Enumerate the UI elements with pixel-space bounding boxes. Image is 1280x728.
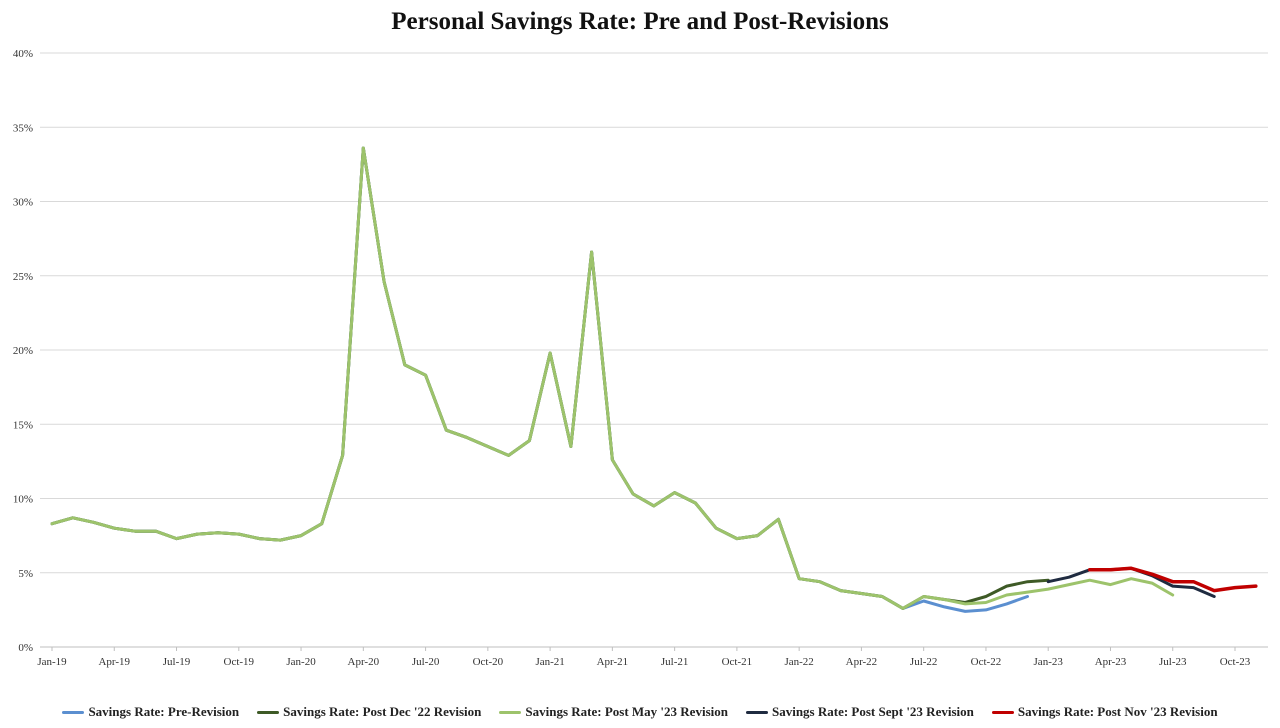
legend-label: Savings Rate: Post May '23 Revision <box>525 704 728 719</box>
x-tick-label: Oct-23 <box>1220 656 1251 668</box>
series-layer <box>50 146 1258 613</box>
legend-item: Savings Rate: Post May '23 Revision <box>499 703 728 721</box>
x-tick-label: Oct-22 <box>971 656 1002 668</box>
y-tick-label: 0% <box>18 642 33 654</box>
legend-swatch <box>991 710 1014 714</box>
legend-label: Savings Rate: Post Nov '23 Revision <box>1017 704 1218 719</box>
x-tick-label: Apr-19 <box>98 656 130 668</box>
x-tick-label: Jul-22 <box>910 656 938 668</box>
x-tick-label: Jul-20 <box>412 656 440 668</box>
legend-label: Savings Rate: Post Sept '23 Revision <box>771 704 974 719</box>
x-tick-label: Apr-23 <box>1095 656 1127 668</box>
y-tick-label: 35% <box>13 122 33 134</box>
x-tick-label: Jul-23 <box>1159 656 1187 668</box>
x-tick-label: Oct-20 <box>473 656 504 668</box>
legend-swatch <box>62 710 85 714</box>
x-tick-label: Oct-21 <box>722 656 753 668</box>
x-tick-label: Jan-21 <box>535 656 564 668</box>
y-tick-label: 25% <box>13 271 33 283</box>
x-tick-label: Jan-19 <box>37 656 67 668</box>
x-tick-label: Apr-21 <box>597 656 629 668</box>
legend-item: Savings Rate: Pre-Revision <box>62 703 239 721</box>
y-tick-label: 30% <box>13 197 33 209</box>
legend-item: Savings Rate: Post Dec '22 Revision <box>257 703 481 721</box>
x-tick-label: Jul-19 <box>163 656 191 668</box>
y-tick-label: 10% <box>13 494 33 506</box>
x-tick-label: Jan-20 <box>286 656 316 668</box>
y-tick-label: 5% <box>18 568 33 580</box>
series-line-1 <box>50 146 1029 613</box>
y-tick-label: 15% <box>13 419 33 431</box>
y-tick-label: 20% <box>13 345 33 357</box>
legend-swatch <box>745 710 768 714</box>
gridlines <box>40 52 1268 648</box>
x-axis: Jan-19 Apr-19 Jul-19 Oct-19 Jan-20 Apr-20 Jul-… <box>37 646 1268 668</box>
legend-swatch <box>257 710 280 714</box>
x-tick-label: Apr-20 <box>348 656 380 668</box>
legend-label: Savings Rate: Pre-Revision <box>88 704 240 719</box>
legend-swatch <box>499 710 522 714</box>
legend-item: Savings Rate: Post Sept '23 Revision <box>745 703 974 721</box>
y-axis: 0% 5% 10% 15% 20% 25% 30% 35% 40% <box>13 48 33 654</box>
x-tick-label: Jan-22 <box>784 656 813 668</box>
series-line-3 <box>50 146 1175 610</box>
series-line-5 <box>1087 566 1258 593</box>
y-tick-label: 40% <box>13 48 33 60</box>
legend-item: Savings Rate: Post Nov '23 Revision <box>991 703 1218 721</box>
x-tick-label: Jul-21 <box>661 656 689 668</box>
chart-title: Personal Savings Rate: Pre and Post-Revi… <box>391 8 889 35</box>
legend-label: Savings Rate: Post Dec '22 Revision <box>283 704 482 719</box>
x-tick-label: Oct-19 <box>224 656 255 668</box>
series-line-2 <box>50 146 1050 610</box>
chart-legend: Savings Rate: Pre-Revision Savings Rate: … <box>0 703 1280 721</box>
line-chart: 0% 5% 10% 15% 20% 25% 30% 35% 40% Jan-19 Apr-19 Ju… <box>13 48 1268 668</box>
x-tick-label: Apr-22 <box>846 656 878 668</box>
x-tick-label: Jan-23 <box>1034 656 1064 668</box>
